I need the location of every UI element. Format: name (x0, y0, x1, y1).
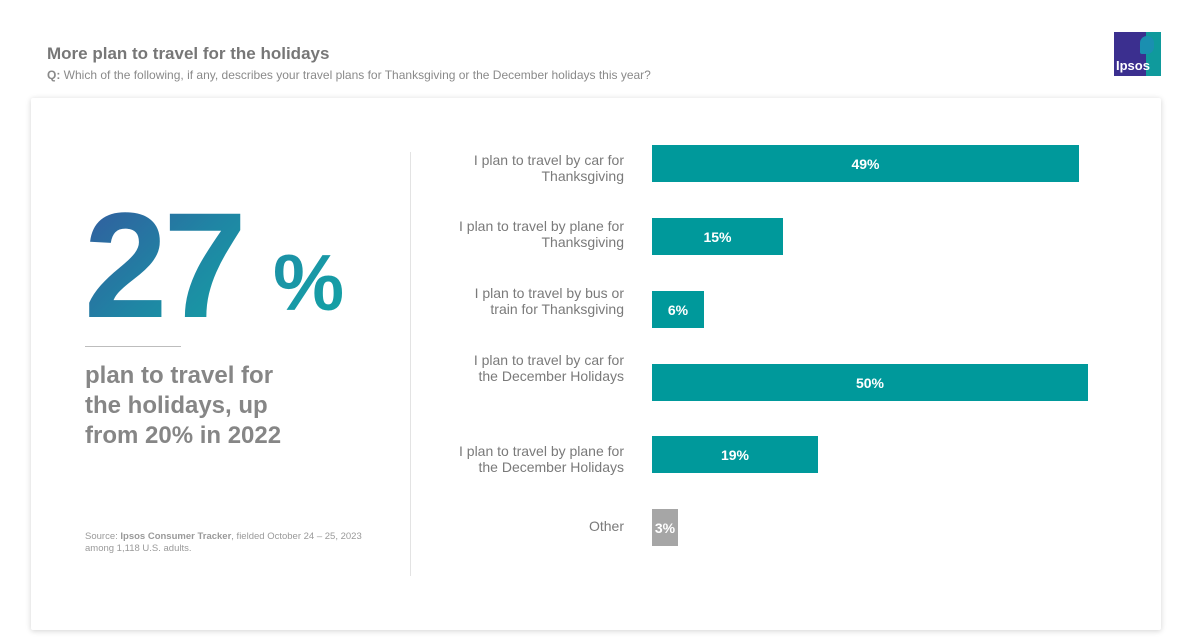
question-body: Which of the following, if any, describe… (60, 68, 651, 82)
category-label: I plan to travel by car for Thanksgiving (473, 152, 624, 184)
category-label: I plan to travel by plane for Thanksgivi… (459, 218, 624, 250)
bar-value-label: 19% (720, 446, 750, 463)
bar-value-label: 15% (703, 228, 732, 245)
source-name: Ipsos Consumer Tracker (120, 531, 232, 542)
bar: 3% (652, 509, 678, 546)
highlight-percent-sign: % (273, 238, 345, 327)
highlight-caption: plan to travel for the holidays, up from… (85, 362, 282, 449)
source-note: Source: Ipsos Consumer Tracker, fielded … (85, 531, 375, 555)
bar: 49% (652, 145, 1079, 182)
bar-value-label: 6% (667, 301, 689, 318)
logo-text: Ipsos (1116, 58, 1150, 73)
bar-value-label: 49% (851, 155, 880, 172)
question-text: Q: Which of the following, if any, descr… (47, 68, 651, 82)
ipsos-logo: Ipsos (1114, 32, 1161, 76)
source-detail: , fielded October 24 – 25, 2023 among 1,… (85, 531, 362, 554)
bar: 6% (652, 291, 704, 328)
category-label: I plan to travel by bus or train for Tha… (474, 285, 624, 317)
category-label: I plan to travel by plane for the Decemb… (459, 443, 624, 475)
chart-title: More plan to travel for the holidays (47, 44, 330, 63)
bar: 50% (652, 364, 1088, 401)
highlight-number: 27 (84, 181, 247, 349)
category-label: I plan to travel by car for the December… (473, 352, 624, 384)
logo-mark-icon (1140, 36, 1154, 54)
column-divider (410, 152, 411, 576)
highlight-rule (85, 346, 181, 347)
bar: 19% (652, 436, 818, 473)
bar-value-label: 3% (654, 519, 676, 536)
bar: 15% (652, 218, 783, 255)
source-prefix: Source: (85, 531, 121, 542)
category-label: Other (588, 518, 624, 534)
bar-value-label: 50% (855, 374, 885, 391)
question-prefix: Q: (47, 68, 61, 82)
